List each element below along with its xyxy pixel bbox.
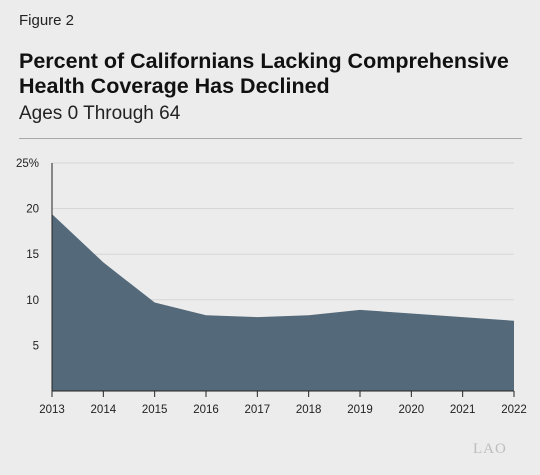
- y-tick-labels: 5 10 15 20 25%: [16, 158, 39, 352]
- title-divider: [19, 138, 522, 139]
- x-tick-label: 2015: [142, 404, 168, 416]
- x-tick-label: 2018: [296, 404, 322, 416]
- x-tick-label: 2016: [193, 404, 219, 416]
- x-tick-label: 2014: [91, 404, 117, 416]
- x-tick-label: 2020: [399, 404, 425, 416]
- figure-label: Figure 2: [19, 12, 75, 29]
- y-tick-label: 10: [26, 295, 39, 307]
- y-tick-label: 20: [26, 204, 39, 216]
- chart-title: Percent of Californians Lacking Comprehe…: [19, 49, 509, 98]
- x-tick-label: 2017: [245, 404, 271, 416]
- x-tick-labels: 2013 2014 2015 2016 2017 2018 2019 2020 2021 2022: [39, 391, 527, 416]
- y-tick-label: 5: [33, 340, 39, 352]
- x-tick-label: 2013: [39, 404, 65, 416]
- y-tick-label: 15: [26, 249, 39, 261]
- x-tick-label: 2021: [450, 404, 476, 416]
- y-tick-label: 25%: [16, 158, 39, 170]
- chart-subtitle: Ages 0 Through 64: [19, 103, 181, 124]
- area-series: [52, 214, 514, 391]
- x-tick-label: 2019: [347, 404, 373, 416]
- lao-logo: LAO: [473, 441, 507, 457]
- x-tick-label: 2022: [501, 404, 527, 416]
